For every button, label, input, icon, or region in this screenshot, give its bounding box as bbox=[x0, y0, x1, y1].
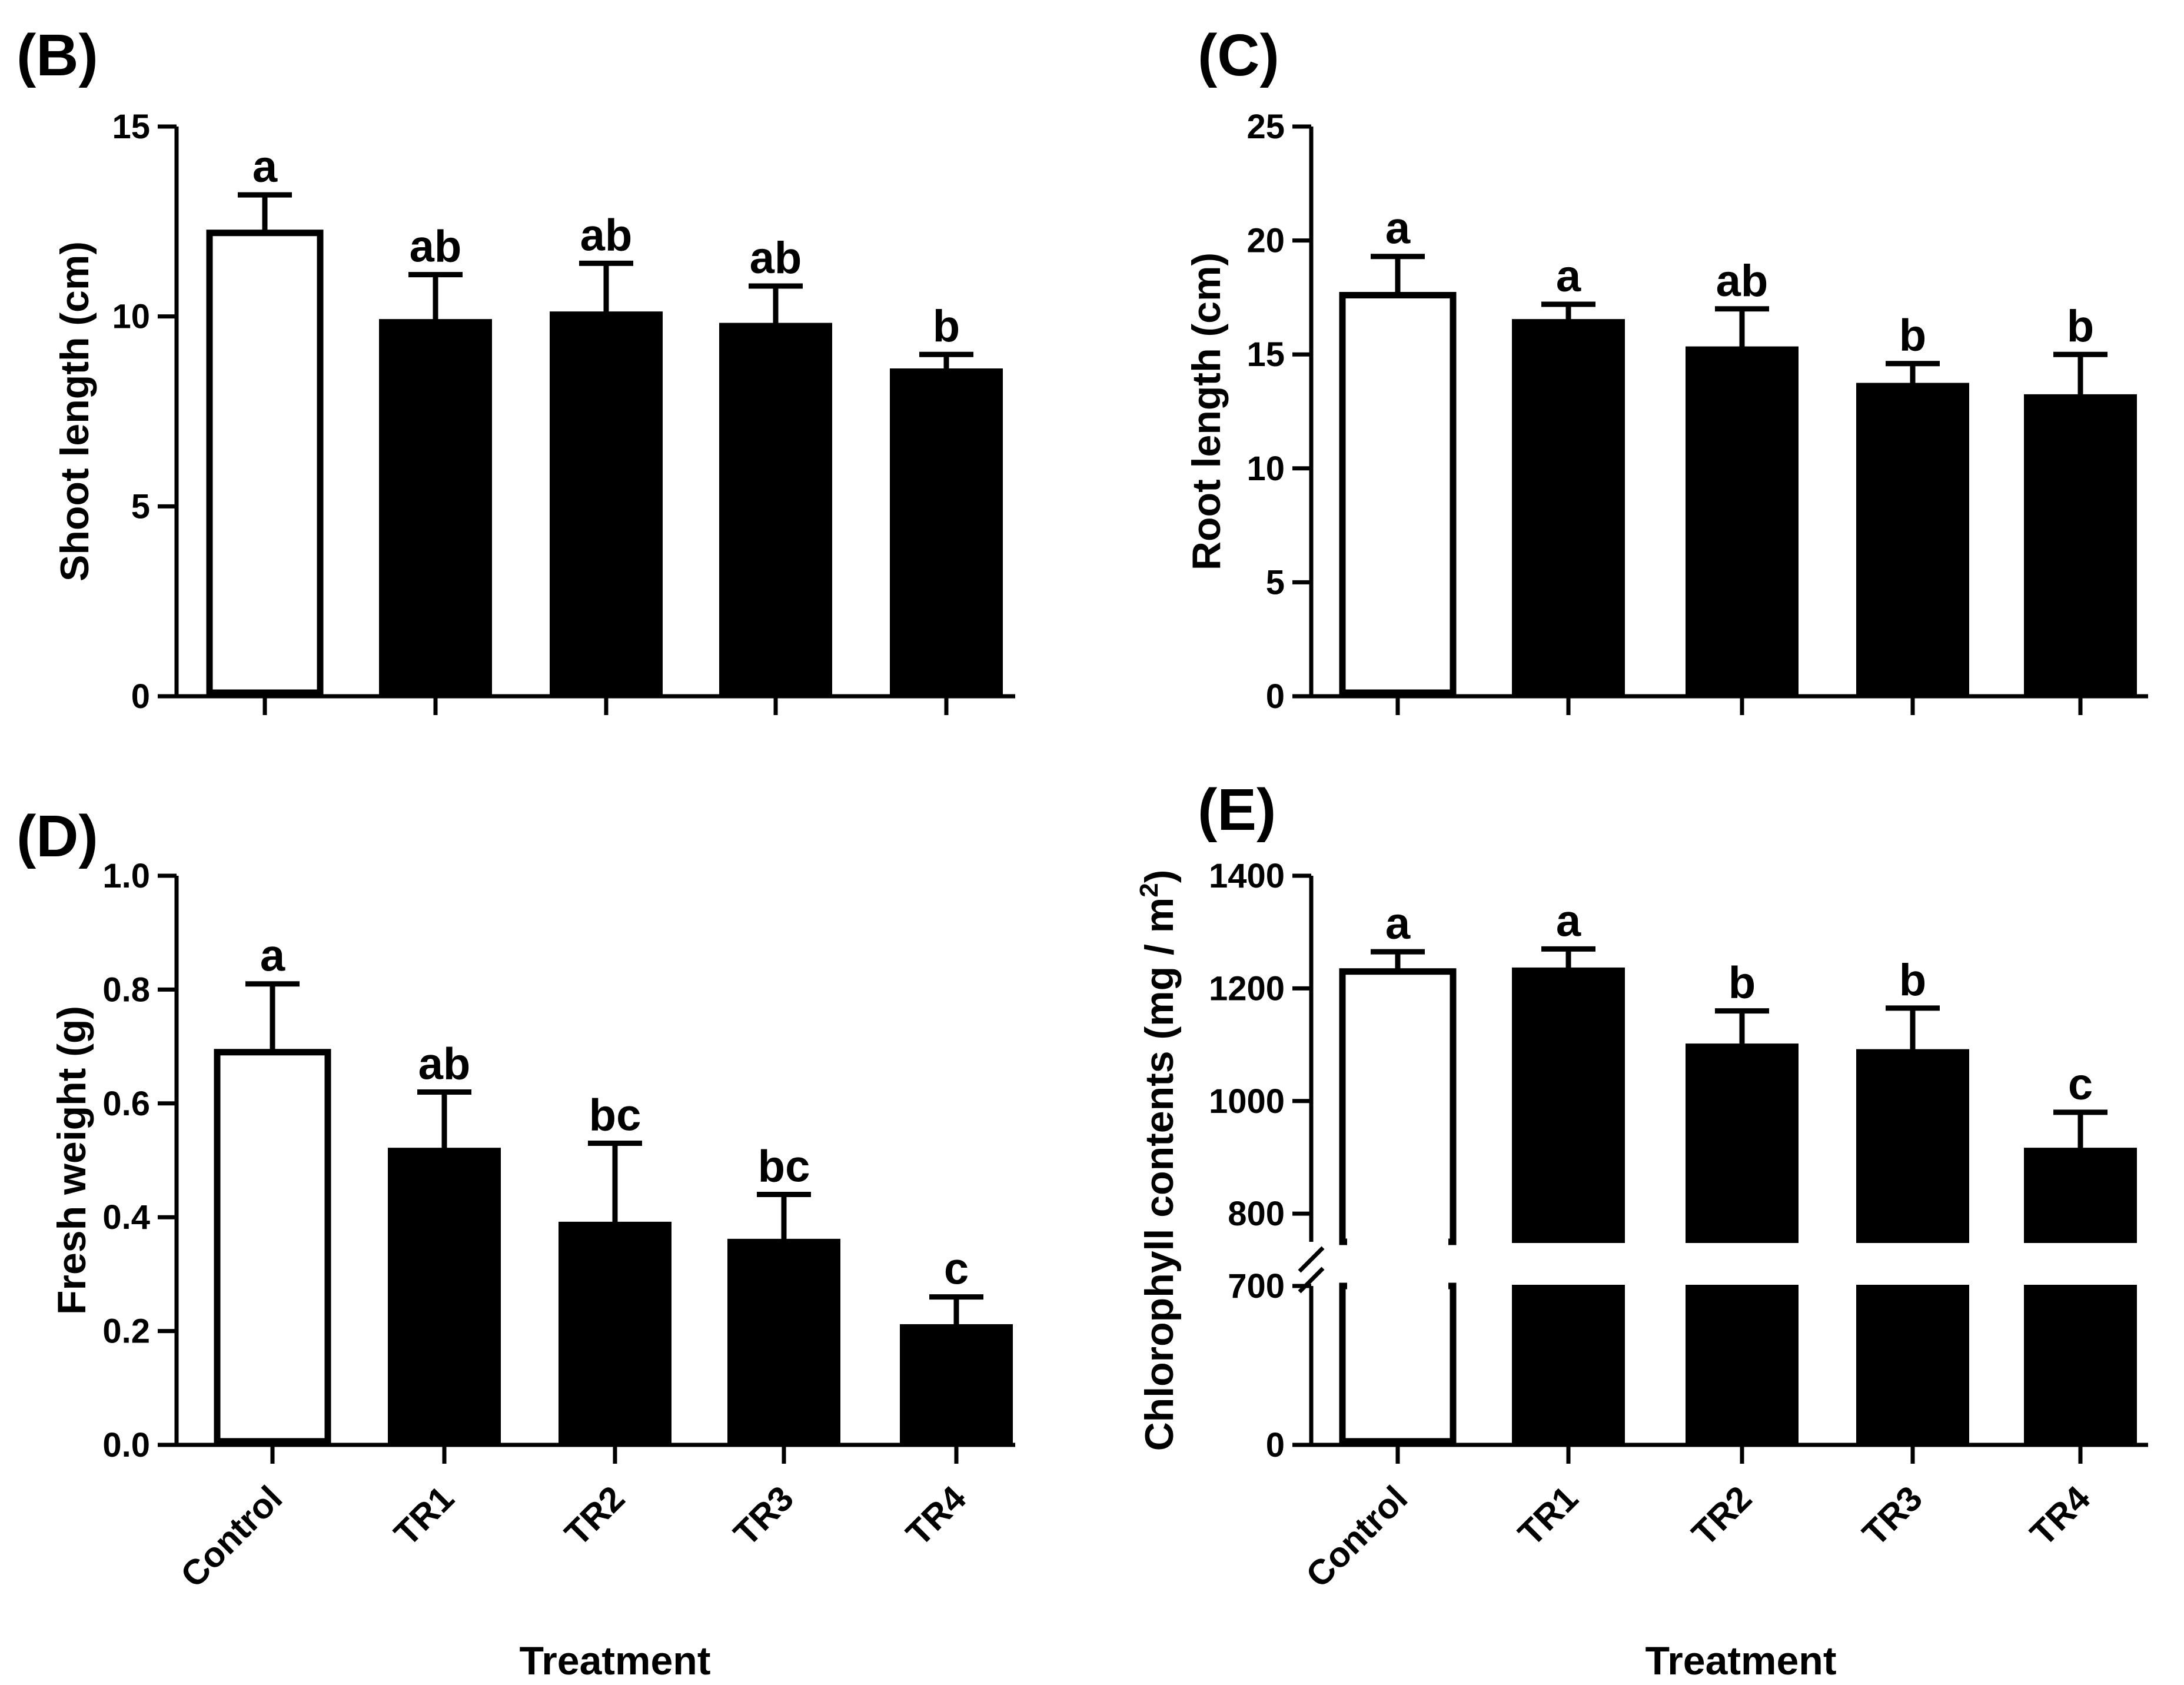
category-label-tr4: TR4 bbox=[2023, 1478, 2098, 1553]
bar-tr4 bbox=[2024, 394, 2137, 696]
category-label-tr4: TR4 bbox=[899, 1478, 974, 1553]
panel-label-b: (B) bbox=[16, 22, 98, 88]
significance-label: bc bbox=[758, 1142, 810, 1192]
y-tick-label: 5 bbox=[1266, 563, 1285, 601]
significance-label: a bbox=[1385, 899, 1411, 949]
bar-tr4 bbox=[2024, 1148, 2137, 1243]
significance-label: ab bbox=[410, 222, 462, 272]
bar-control-lower bbox=[1339, 1282, 1457, 1445]
bar-tr4 bbox=[890, 368, 1003, 696]
significance-label: b bbox=[1899, 955, 1926, 1005]
bar-tr3 bbox=[727, 1238, 840, 1445]
y-tick-label: 0.0 bbox=[102, 1426, 150, 1464]
panel-label-c: (C) bbox=[1198, 22, 1279, 88]
significance-label: b bbox=[1728, 958, 1756, 1008]
bar-tr3 bbox=[1856, 1049, 1969, 1243]
bar-tr3 bbox=[719, 323, 832, 696]
significance-label: ab bbox=[418, 1039, 471, 1089]
category-label-control: Control bbox=[1298, 1478, 1415, 1595]
significance-label: c bbox=[2068, 1059, 2093, 1109]
y-tick-label: 0 bbox=[131, 677, 150, 716]
y-tick-label: 1000 bbox=[1209, 1082, 1285, 1121]
y-tick-label: 0.4 bbox=[102, 1198, 150, 1237]
y-tick-label: 700 bbox=[1228, 1267, 1285, 1305]
bar-tr1 bbox=[388, 1148, 501, 1445]
significance-label: ab bbox=[580, 210, 633, 260]
bar-control bbox=[1339, 968, 1457, 1245]
significance-label: b bbox=[1899, 311, 1926, 361]
y-axis-title: Shoot length (cm) bbox=[52, 241, 97, 581]
category-label-control: Control bbox=[173, 1478, 290, 1595]
panel-e: (E) 0 700 800 1000 1200 1400 Chlorophyll conten… bbox=[1135, 777, 2148, 1683]
significance-label: a bbox=[1385, 204, 1411, 254]
bar-control bbox=[1339, 292, 1457, 696]
bar-tr1 bbox=[1512, 319, 1625, 696]
y-tick-label: 15 bbox=[1246, 335, 1285, 374]
y-tick-label: 15 bbox=[112, 108, 150, 146]
category-label-tr2: TR2 bbox=[1684, 1478, 1760, 1554]
bar-tr3-lower bbox=[1856, 1285, 1969, 1445]
significance-label: ab bbox=[750, 233, 802, 283]
bar-tr3 bbox=[1856, 383, 1969, 696]
category-label-tr3: TR3 bbox=[726, 1478, 802, 1554]
y-tick-label: 10 bbox=[112, 298, 150, 336]
significance-label: a bbox=[260, 931, 285, 981]
bar-tr1 bbox=[379, 319, 492, 696]
bar-control bbox=[214, 1049, 331, 1445]
category-label-tr3: TR3 bbox=[1855, 1478, 1930, 1554]
panel-label-d: (D) bbox=[16, 803, 98, 869]
y-tick-label: 800 bbox=[1228, 1195, 1285, 1233]
bar-tr2 bbox=[1686, 346, 1799, 696]
x-axis-title: Treatment bbox=[1646, 1639, 1837, 1683]
category-label-tr2: TR2 bbox=[557, 1478, 633, 1554]
y-tick-label: 20 bbox=[1246, 222, 1285, 260]
significance-label: c bbox=[944, 1244, 969, 1294]
axis-break-mark bbox=[1298, 1246, 1325, 1273]
y-tick-label: 25 bbox=[1246, 108, 1285, 146]
bar-tr2-lower bbox=[1686, 1285, 1799, 1445]
panel-d: (D) 0.0 0.2 0.4 0.6 0.8 1.0 Fresh weight (g) a Co… bbox=[16, 803, 1015, 1683]
y-tick-label: 5 bbox=[131, 487, 150, 526]
y-tick-label: 0.2 bbox=[102, 1312, 150, 1351]
y-tick-label: 0 bbox=[1266, 1426, 1285, 1464]
y-tick-label: 0 bbox=[1266, 677, 1285, 716]
bar-tr4-lower bbox=[2024, 1285, 2137, 1445]
bar-tr2 bbox=[559, 1221, 672, 1445]
significance-label: b bbox=[2067, 301, 2094, 351]
significance-label: a bbox=[252, 142, 278, 192]
bar-control bbox=[206, 230, 324, 696]
significance-label: a bbox=[1556, 251, 1581, 301]
panel-c: (C) 0 5 10 15 20 25 Root length (cm) a a ab b b bbox=[1184, 22, 2148, 716]
significance-label: bc bbox=[589, 1090, 641, 1140]
significance-label: ab bbox=[1716, 256, 1769, 306]
y-tick-label: 1200 bbox=[1209, 969, 1285, 1008]
y-tick-label: 10 bbox=[1246, 450, 1285, 488]
panel-b: (B) 0 5 10 15 Shoot length (cm) a ab ab ab b bbox=[16, 22, 1015, 716]
bar-tr2 bbox=[550, 311, 663, 696]
y-tick-label: 0.6 bbox=[102, 1085, 150, 1123]
significance-label: b bbox=[933, 301, 960, 351]
bar-tr2 bbox=[1686, 1043, 1799, 1243]
bar-tr1 bbox=[1512, 967, 1625, 1244]
significance-label: a bbox=[1556, 896, 1581, 946]
y-axis-title: Chlorophyll contents (mg / m2) bbox=[1135, 870, 1182, 1451]
bar-tr4 bbox=[900, 1324, 1013, 1445]
y-tick-label: 1400 bbox=[1209, 857, 1285, 895]
y-axis-title: Fresh weight (g) bbox=[49, 1006, 94, 1315]
category-label-tr1: TR1 bbox=[387, 1478, 462, 1554]
y-tick-label: 1.0 bbox=[102, 857, 150, 895]
panel-label-e: (E) bbox=[1198, 777, 1276, 843]
x-axis-title: Treatment bbox=[520, 1639, 711, 1683]
y-axis-title: Root length (cm) bbox=[1184, 252, 1229, 570]
bar-tr1-lower bbox=[1512, 1285, 1625, 1445]
y-tick-label: 0.8 bbox=[102, 971, 150, 1009]
category-label-tr1: TR1 bbox=[1511, 1478, 1586, 1554]
